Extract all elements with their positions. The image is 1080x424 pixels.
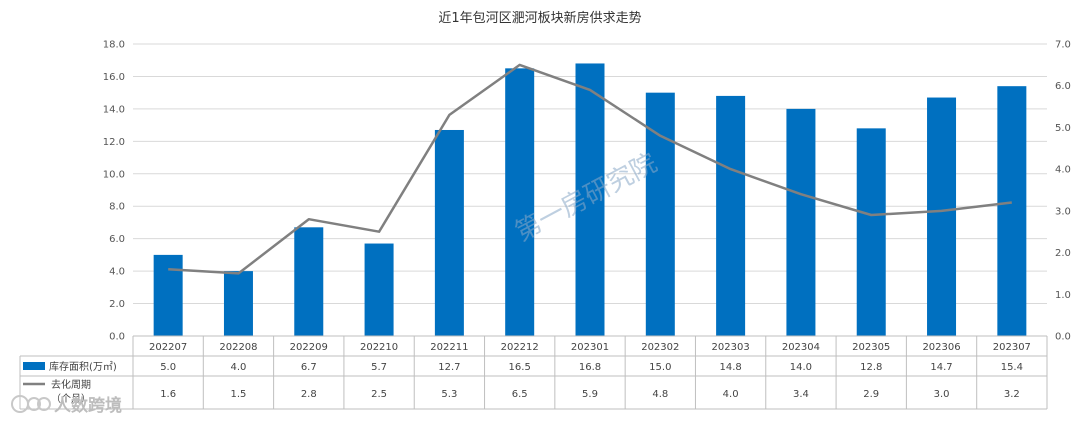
logo-text: 人数跨境 [54,395,122,416]
table-cell: 5.9 [582,389,598,400]
x-tick-label: 202210 [360,342,398,353]
bar [645,92,675,337]
table-cell: 3.4 [793,389,809,400]
table-cell: 16.8 [579,362,601,373]
table-cell: 5.7 [371,362,387,373]
left-tick-label: 16.0 [103,72,125,83]
left-tick-label: 12.0 [103,137,125,148]
left-axis-ticks: 0.0 2.0 4.0 6.0 8.0 10.0 12.0 14.0 16.0 18.0 [103,40,125,343]
data-table: 202207 202208 202209 202210 202211 202212 2023… [19,335,1048,410]
table-cell: 5.0 [160,362,176,373]
x-tick-label: 202303 [712,342,750,353]
table-cell: 14.8 [719,362,741,373]
bar [927,97,957,337]
table-cell: 1.5 [231,389,247,400]
table-cell: 2.9 [863,389,879,400]
bar [294,227,324,336]
bar [223,271,253,336]
bar [575,63,605,336]
x-tick-label: 202208 [219,342,257,353]
legend-key-bar [23,362,45,370]
table-cell: 4.0 [723,389,739,400]
left-tick-label: 4.0 [109,267,125,278]
table-cell: 3.0 [934,389,950,400]
table-cell: 4.0 [231,362,247,373]
right-tick-label: 7.0 [1055,40,1071,51]
logo-icon [11,395,51,413]
bar [153,254,183,336]
x-tick-label: 202209 [290,342,328,353]
table-cell: 14.7 [930,362,952,373]
bar [716,95,746,337]
table-cell: 5.3 [441,389,457,400]
left-tick-label: 14.0 [103,104,125,115]
table-cell: 4.8 [652,389,668,400]
x-tick-label: 202207 [149,342,187,353]
right-tick-label: 6.0 [1055,81,1071,92]
left-tick-label: 0.0 [109,332,125,343]
table-cell: 2.8 [301,389,317,400]
bar-series [153,63,1027,337]
x-tick-label: 202302 [641,342,679,353]
x-tick-label: 202301 [571,342,609,353]
x-tick-label: 202306 [922,342,960,353]
x-tick-label: 202304 [782,342,820,353]
right-tick-label: 0.0 [1055,332,1071,343]
x-tick-label: 202305 [852,342,890,353]
bar [856,128,886,336]
right-tick-label: 2.0 [1055,248,1071,259]
x-tick-label: 202212 [501,342,539,353]
left-tick-label: 6.0 [109,234,125,245]
bar [997,86,1027,336]
bar [505,68,535,336]
row-label: 去化周期 [51,378,91,391]
table-cell: 6.7 [301,362,317,373]
logo-watermark: 人数跨境 [11,395,122,416]
chart-title: 近1年包河区淝河板块新房供求走势 [438,10,641,26]
right-tick-label: 4.0 [1055,165,1071,176]
table-cell: 16.5 [509,362,531,373]
table-cell: 12.7 [438,362,460,373]
left-tick-label: 2.0 [109,299,125,310]
table-cell: 2.5 [371,389,387,400]
table-cell: 15.0 [649,362,671,373]
x-tick-label: 202211 [430,342,468,353]
bar [434,129,464,336]
bar [786,108,816,336]
x-tick-label: 202307 [993,342,1031,353]
left-tick-label: 18.0 [103,40,125,51]
table-cell: 1.6 [160,389,176,400]
table-cell: 6.5 [512,389,528,400]
right-tick-label: 1.0 [1055,290,1071,301]
right-axis-ticks: 0.0 1.0 2.0 3.0 4.0 5.0 6.0 7.0 [1055,40,1071,343]
row-label: 库存面积(万㎡) [49,360,117,373]
right-tick-label: 3.0 [1055,206,1071,217]
series-line [168,63,1012,275]
row-label: （个月） [51,393,91,405]
table-cell: 15.4 [1001,362,1023,373]
table-cell: 14.0 [790,362,812,373]
left-tick-label: 10.0 [103,169,125,180]
right-tick-label: 5.0 [1055,123,1071,134]
table-cell: 12.8 [860,362,882,373]
bar [364,243,394,336]
table-cell: 3.2 [1004,389,1020,400]
left-tick-label: 8.0 [109,202,125,213]
line-series [168,63,1012,275]
